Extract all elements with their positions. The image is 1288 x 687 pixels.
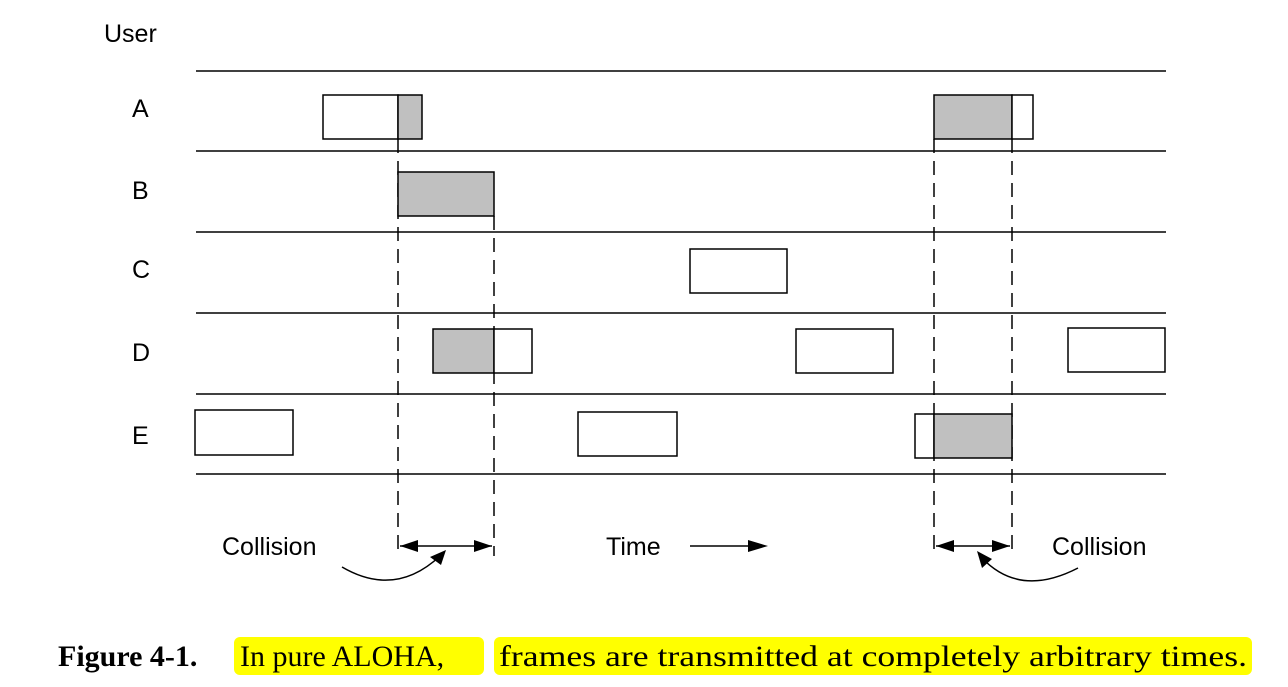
collision-label-left: Collision	[222, 533, 316, 561]
collision-curve-right-arrowhead	[977, 551, 992, 568]
frame-e3-clear	[914, 413, 935, 459]
user-label-c: C	[132, 256, 150, 284]
user-label-e: E	[132, 422, 149, 450]
collision-span-right-arrowhead-start	[936, 540, 954, 552]
user-labels: A B C D E	[132, 95, 150, 450]
user-label-b: B	[132, 177, 149, 205]
frame-d2	[795, 328, 894, 374]
frame-a2-collided	[933, 94, 1013, 140]
frame-e3-collided	[933, 413, 1013, 459]
user-label-a: A	[132, 95, 149, 123]
collision-curve-left	[341, 555, 441, 581]
row-b-frames	[397, 171, 495, 217]
caption-text-part-1: In pure ALOHA,	[240, 640, 444, 673]
row-a-frames	[322, 94, 1034, 140]
collision-span-left-arrowhead-start	[400, 540, 418, 552]
frame-e1	[194, 409, 294, 456]
frame-a1-clear	[322, 94, 399, 140]
user-axis-label: User	[104, 20, 157, 48]
frame-e2	[577, 411, 678, 457]
collision-span-right-arrowhead-end	[992, 540, 1010, 552]
figure-caption: Figure 4-1. In pure ALOHA, frames are tr…	[58, 637, 1252, 675]
user-label-d: D	[132, 339, 150, 367]
caption-highlight-1	[234, 637, 484, 675]
collision-curve-left-arrowhead	[430, 550, 446, 565]
collision-span-arrows	[400, 540, 1010, 552]
time-indicator: Time	[606, 533, 768, 561]
row-e-frames	[194, 409, 1013, 459]
frame-d3	[1067, 327, 1166, 373]
time-arrow-head	[748, 540, 768, 552]
caption-figure-number: Figure 4-1.	[58, 640, 197, 673]
collision-curve-right	[981, 557, 1079, 582]
frame-b1-collided	[397, 171, 495, 217]
frame-a2-clear	[1011, 94, 1034, 140]
frame-d1-clear	[493, 328, 533, 374]
time-label: Time	[606, 533, 661, 561]
row-separators	[196, 70, 1166, 475]
collision-label-right: Collision	[1052, 533, 1146, 561]
caption-text-part-2: frames are transmitted at completely arb…	[499, 640, 1247, 673]
collision-span-left-arrowhead-end	[474, 540, 492, 552]
caption-highlight-2	[494, 637, 1252, 675]
frame-d1-collided	[432, 328, 495, 374]
frame-c1	[689, 248, 788, 294]
row-c-frames	[689, 248, 788, 294]
row-d-frames	[432, 327, 1166, 374]
frame-a1-collided	[397, 94, 423, 140]
